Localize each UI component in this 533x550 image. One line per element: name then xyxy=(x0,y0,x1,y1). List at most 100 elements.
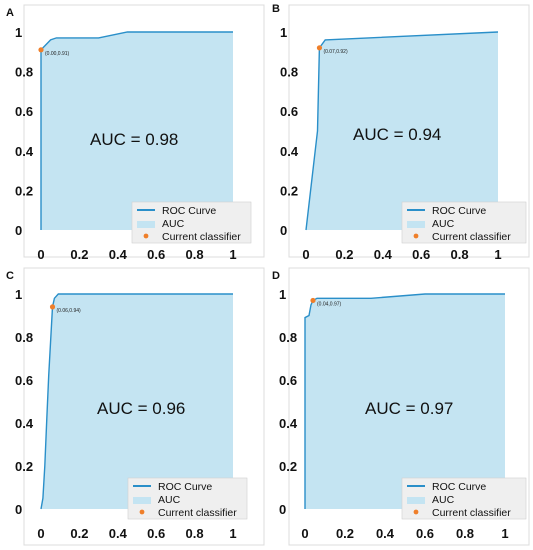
x-tick-label: 0.4 xyxy=(109,247,128,262)
x-tick-label: 0.4 xyxy=(376,526,395,541)
classifier-point xyxy=(49,304,56,310)
y-tick-label: 0.8 xyxy=(15,65,33,80)
y-tick-label: 0.8 xyxy=(15,330,33,345)
legend-classifier-swatch xyxy=(143,233,149,239)
y-tick-label: 0.2 xyxy=(280,183,298,198)
legend-auc-swatch xyxy=(407,221,425,228)
panel-b-legend: ROC Curve AUC Current classifier xyxy=(401,201,527,244)
classifier-point xyxy=(316,45,323,51)
legend-auc-label: AUC xyxy=(162,218,185,230)
y-tick-label: 0 xyxy=(280,223,287,238)
x-tick-label: 0 xyxy=(301,526,308,541)
legend-classifier-swatch xyxy=(413,233,419,239)
panel-b: B 0 0.2 0.4 0.6 0.8 1 0 0.2 0.4 0.6 0.8 1 (0.07,0.92… xyxy=(272,3,530,262)
y-tick-label: 1 xyxy=(279,287,286,302)
y-tick-label: 0 xyxy=(15,223,22,238)
roc-curve xyxy=(40,293,233,510)
x-tick-label: 0.6 xyxy=(416,526,434,541)
x-tick-label: 1 xyxy=(229,526,236,541)
y-tick-label: 0.2 xyxy=(279,459,297,474)
legend-roc-label: ROC Curve xyxy=(158,481,212,493)
classifier-point-label: (0.04,0.97) xyxy=(317,301,342,307)
auc-area xyxy=(306,32,498,230)
panel-d-frame xyxy=(288,267,530,546)
x-tick-label: 0.6 xyxy=(147,247,165,262)
y-tick-label: 0.8 xyxy=(280,65,298,80)
panel-a-plot: 0 0.2 0.4 0.6 0.8 1 0 0.2 0.4 0.6 0.8 1 (0.00,0.91) xyxy=(15,25,237,262)
x-tick-label: 0.6 xyxy=(412,247,430,262)
panel-a-auc-label: AUC = 0.98 xyxy=(90,130,178,149)
y-tick-label: 0.2 xyxy=(15,183,33,198)
x-tick-label: 0.4 xyxy=(109,526,128,541)
y-tick-label: 0.8 xyxy=(279,330,297,345)
legend-auc-swatch xyxy=(133,497,151,504)
legend-classifier-label: Current classifier xyxy=(162,231,241,243)
legend-auc-swatch xyxy=(407,497,425,504)
legend-auc-label: AUC xyxy=(158,494,181,506)
x-tick-label: 0.8 xyxy=(186,526,204,541)
panel-b-frame xyxy=(288,4,530,258)
y-tick-label: 0.2 xyxy=(15,459,33,474)
panel-d-plot: 0 0.2 0.4 0.6 0.8 1 0 0.2 0.4 0.6 0.8 1 (0.04,0.97) xyxy=(279,287,509,541)
panel-a-legend: ROC Curve AUC Current classifier xyxy=(131,201,252,244)
classifier-point xyxy=(310,297,316,304)
panel-d-auc-label: AUC = 0.97 xyxy=(365,399,453,418)
panel-c-auc-label: AUC = 0.96 xyxy=(97,399,185,418)
y-tick-label: 0.4 xyxy=(15,144,34,159)
y-tick-label: 0.6 xyxy=(280,104,298,119)
x-tick-label: 0.2 xyxy=(70,247,88,262)
x-tick-label: 0.2 xyxy=(70,526,88,541)
auc-area xyxy=(41,32,233,230)
x-tick-label: 0.2 xyxy=(335,247,353,262)
panel-d-letter: D xyxy=(272,270,280,282)
x-tick-label: 1 xyxy=(494,247,501,262)
x-tick-label: 0 xyxy=(37,526,44,541)
legend-classifier-label: Current classifier xyxy=(432,507,511,519)
panel-a-frame xyxy=(23,4,265,258)
panel-b-auc-label: AUC = 0.94 xyxy=(353,125,441,144)
panel-b-plot: 0 0.2 0.4 0.6 0.8 1 0 0.2 0.4 0.6 0.8 1 (0.07,0.92) xyxy=(280,25,502,262)
legend-auc-label: AUC xyxy=(432,218,455,230)
legend-classifier-label: Current classifier xyxy=(158,507,237,519)
y-tick-label: 0.4 xyxy=(280,144,299,159)
x-tick-label: 0 xyxy=(302,247,309,262)
panel-c: C 0 0.2 0.4 0.6 0.8 1 0 0.2 0.4 0.6 0.8 1 (0.06,0.94… xyxy=(6,267,265,546)
auc-area xyxy=(41,294,233,509)
y-tick-label: 0.4 xyxy=(15,416,34,431)
classifier-point-label: (0.07,0.92) xyxy=(323,49,348,55)
legend-classifier-swatch xyxy=(139,509,145,515)
legend-auc-swatch xyxy=(137,221,155,228)
y-tick-label: 0.4 xyxy=(279,416,298,431)
legend-roc-label: ROC Curve xyxy=(432,205,486,217)
panel-d-legend: ROC Curve AUC Current classifier xyxy=(401,477,527,520)
x-tick-label: 1 xyxy=(229,247,236,262)
x-tick-label: 0.8 xyxy=(451,247,469,262)
y-tick-label: 0 xyxy=(279,502,286,517)
legend-roc-label: ROC Curve xyxy=(432,481,486,493)
legend-auc-label: AUC xyxy=(432,494,455,506)
y-tick-label: 0.6 xyxy=(15,373,33,388)
y-tick-label: 0.6 xyxy=(15,104,33,119)
panel-b-letter: B xyxy=(272,3,280,15)
x-tick-label: 0 xyxy=(37,247,44,262)
legend-classifier-label: Current classifier xyxy=(432,231,511,243)
x-tick-label: 0.8 xyxy=(456,526,474,541)
x-tick-label: 0.2 xyxy=(336,526,354,541)
legend-classifier-swatch xyxy=(413,509,419,515)
panel-d: D 0 0.2 0.4 0.6 0.8 1 0 0.2 0.4 0.6 0.8 1 (0.04,0.97… xyxy=(272,267,530,546)
x-tick-label: 0.4 xyxy=(374,247,393,262)
panel-c-plot: 0 0.2 0.4 0.6 0.8 1 0 0.2 0.4 0.6 0.8 1 (0.06,0.94) xyxy=(15,287,237,541)
x-tick-label: 0.8 xyxy=(186,247,204,262)
classifier-point-label: (0.06,0.94) xyxy=(57,308,82,314)
panel-c-letter: C xyxy=(6,270,14,282)
legend-roc-label: ROC Curve xyxy=(162,205,216,217)
x-tick-label: 0.6 xyxy=(147,526,165,541)
y-tick-label: 1 xyxy=(15,287,22,302)
y-tick-label: 0.6 xyxy=(279,373,297,388)
x-tick-label: 1 xyxy=(501,526,508,541)
panel-a-letter: A xyxy=(6,7,14,19)
y-tick-label: 1 xyxy=(15,25,22,40)
classifier-point xyxy=(38,47,44,53)
panel-c-frame xyxy=(23,267,265,546)
